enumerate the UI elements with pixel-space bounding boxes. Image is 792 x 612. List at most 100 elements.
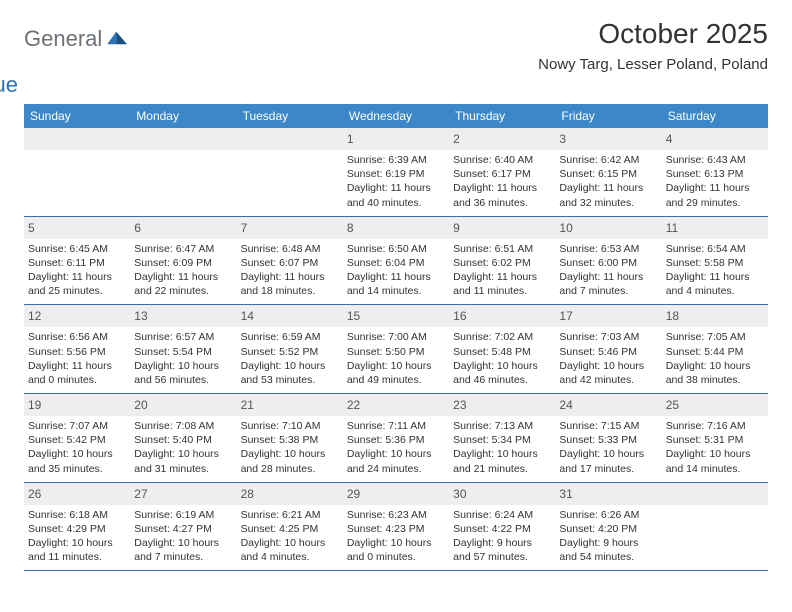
day-details: Sunrise: 7:10 AMSunset: 5:38 PMDaylight:… (241, 419, 339, 476)
day-number: 27 (134, 487, 147, 501)
sunrise-text: Sunrise: 6:23 AM (347, 508, 445, 522)
sunrise-text: Sunrise: 7:02 AM (453, 330, 551, 344)
day-cell: 2 Sunrise: 6:40 AMSunset: 6:17 PMDaylight… (449, 128, 555, 216)
day-number-bar: 23 (449, 394, 555, 416)
sunset-text: Sunset: 6:15 PM (559, 167, 657, 181)
sunset-text: Sunset: 4:27 PM (134, 522, 232, 536)
day-number-bar: 19 (24, 394, 130, 416)
day-cell: 27Sunrise: 6:19 AMSunset: 4:27 PMDayligh… (130, 483, 236, 571)
day-details: Sunrise: 6:23 AMSunset: 4:23 PMDaylight:… (347, 508, 445, 565)
daylight-text: Daylight: 11 hours and 29 minutes. (666, 181, 764, 209)
daylight-text: Daylight: 9 hours and 54 minutes. (559, 536, 657, 564)
daylight-text: Daylight: 10 hours and 4 minutes. (241, 536, 339, 564)
day-cell: 8Sunrise: 6:50 AMSunset: 6:04 PMDaylight… (343, 217, 449, 305)
day-details: Sunrise: 6:40 AMSunset: 6:17 PMDaylight:… (453, 153, 551, 210)
day-number-bar: 8 (343, 217, 449, 239)
sunset-text: Sunset: 5:58 PM (666, 256, 764, 270)
sunrise-text: Sunrise: 6:45 AM (28, 242, 126, 256)
day-details: Sunrise: 7:08 AMSunset: 5:40 PMDaylight:… (134, 419, 232, 476)
sunset-text: Sunset: 5:34 PM (453, 433, 551, 447)
daylight-text: Daylight: 11 hours and 14 minutes. (347, 270, 445, 298)
sunset-text: Sunset: 5:38 PM (241, 433, 339, 447)
sunrise-text: Sunrise: 6:40 AM (453, 153, 551, 167)
day-number-bar: 7 (237, 217, 343, 239)
sunrise-text: Sunrise: 6:59 AM (241, 330, 339, 344)
day-details: Sunrise: 6:54 AMSunset: 5:58 PMDaylight:… (666, 242, 764, 299)
day-number-bar: 6 (130, 217, 236, 239)
day-details: Sunrise: 7:00 AMSunset: 5:50 PMDaylight:… (347, 330, 445, 387)
day-number-bar: 31 (555, 483, 661, 505)
day-number: 18 (666, 309, 679, 323)
day-cell: 19 Sunrise: 7:07 AMSunset: 5:42 PMDayligh… (24, 394, 130, 482)
calendar-page: General Blue October 2025 Nowy Targ, Les… (0, 0, 792, 581)
day-cell: 5Sunrise: 6:45 AMSunset: 6:11 PMDaylight… (24, 217, 130, 305)
sunset-text: Sunset: 4:20 PM (559, 522, 657, 536)
day-number: 7 (241, 221, 248, 235)
brand-mark-icon (107, 28, 129, 46)
day-number-bar: 20 (130, 394, 236, 416)
brand-logo: General Blue (24, 18, 129, 98)
week-row: 5 Sunrise: 6:45 AMSunset: 6:11 PM Daylight… (24, 217, 768, 306)
day-number: 17 (559, 309, 572, 323)
sunrise-text: Sunrise: 7:10 AM (241, 419, 339, 433)
day-cell: 10 Sunrise: 6:53 AMSunset: 6:00 PMDayligh… (555, 217, 661, 305)
sunrise-text: Sunrise: 7:15 AM (559, 419, 657, 433)
day-number-bar: 25 (662, 394, 768, 416)
weekday-label: Thursday (449, 104, 555, 128)
daylight-text: Daylight: 9 hours and 57 minutes. (453, 536, 551, 564)
sunrise-text: Sunrise: 6:56 AM (28, 330, 126, 344)
day-number: 5 (28, 221, 35, 235)
day-details: Sunrise: 6:21 AMSunset: 4:25 PMDaylight:… (241, 508, 339, 565)
day-cell: 30Sunrise: 6:24 AMSunset: 4:22 PMDayligh… (449, 483, 555, 571)
day-number-bar: 24 (555, 394, 661, 416)
daylight-text: Daylight: 10 hours and 31 minutes. (134, 447, 232, 475)
day-cell: 29Sunrise: 6:23 AMSunset: 4:23 PMDayligh… (343, 483, 449, 571)
day-number-bar: 5 (24, 217, 130, 239)
day-number: 6 (134, 221, 141, 235)
day-details: Sunrise: 6:47 AMSunset: 6:09 PMDaylight:… (134, 242, 232, 299)
day-number-bar (130, 128, 236, 150)
day-details: Sunrise: 7:11 AMSunset: 5:36 PMDaylight:… (347, 419, 445, 476)
sunrise-text: Sunrise: 7:03 AM (559, 330, 657, 344)
day-number-bar: 1 (343, 128, 449, 150)
day-number-bar: 28 (237, 483, 343, 505)
day-cell: 31Sunrise: 6:26 AMSunset: 4:20 PMDayligh… (555, 483, 661, 571)
day-number-bar: 11 (662, 217, 768, 239)
day-number-bar: 21 (237, 394, 343, 416)
day-number: 2 (453, 132, 460, 146)
sunset-text: Sunset: 4:25 PM (241, 522, 339, 536)
day-number-bar: 26 (24, 483, 130, 505)
day-number-bar: 13 (130, 305, 236, 327)
day-details: Sunrise: 6:59 AMSunset: 5:52 PMDaylight:… (241, 330, 339, 387)
day-details: Sunrise: 7:05 AMSunset: 5:44 PMDaylight:… (666, 330, 764, 387)
weekday-label: Saturday (662, 104, 768, 128)
brand-text-2: Blue (0, 72, 129, 98)
daylight-text: Daylight: 11 hours and 0 minutes. (28, 359, 126, 387)
day-details: Sunrise: 6:48 AMSunset: 6:07 PMDaylight:… (241, 242, 339, 299)
location-label: Nowy Targ, Lesser Poland, Poland (538, 56, 768, 73)
day-number: 30 (453, 487, 466, 501)
day-cell: 13Sunrise: 6:57 AMSunset: 5:54 PMDayligh… (130, 305, 236, 393)
sunrise-text: Sunrise: 6:53 AM (559, 242, 657, 256)
day-cell: 15Sunrise: 7:00 AMSunset: 5:50 PMDayligh… (343, 305, 449, 393)
sunrise-text: Sunrise: 7:07 AM (28, 419, 126, 433)
weekday-label: Monday (130, 104, 236, 128)
weekday-label: Tuesday (237, 104, 343, 128)
day-cell (237, 128, 343, 216)
day-cell: 23Sunrise: 7:13 AMSunset: 5:34 PMDayligh… (449, 394, 555, 482)
title-block: October 2025 Nowy Targ, Lesser Poland, P… (538, 18, 768, 73)
sunrise-text: Sunrise: 6:39 AM (347, 153, 445, 167)
sunset-text: Sunset: 6:11 PM (28, 256, 126, 270)
sunrise-text: Sunrise: 6:57 AM (134, 330, 232, 344)
sunset-text: Sunset: 5:42 PM (28, 433, 126, 447)
sunrise-text: Sunrise: 7:11 AM (347, 419, 445, 433)
daylight-text: Daylight: 10 hours and 35 minutes. (28, 447, 126, 475)
day-cell: 4Sunrise: 6:43 AMSunset: 6:13 PMDaylight… (662, 128, 768, 216)
month-title: October 2025 (538, 18, 768, 50)
day-number-bar: 10 (555, 217, 661, 239)
sunset-text: Sunset: 4:22 PM (453, 522, 551, 536)
sunrise-text: Sunrise: 6:42 AM (559, 153, 657, 167)
week-row: 19Sunrise: 7:07 AMSunset: 5:42 PMDayligh… (24, 394, 768, 483)
day-details: Sunrise: 6:53 AMSunset: 6:00 PMDaylight:… (559, 242, 657, 299)
sunset-text: Sunset: 6:00 PM (559, 256, 657, 270)
